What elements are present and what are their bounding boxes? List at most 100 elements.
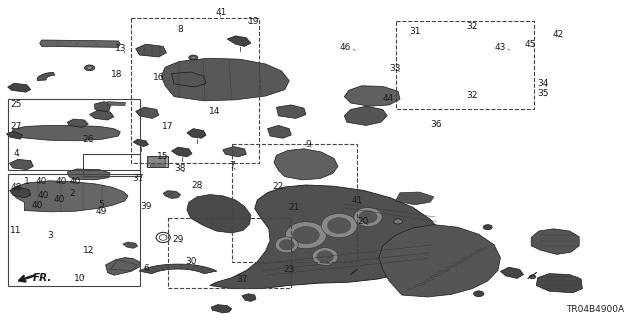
Text: 44: 44 — [382, 94, 394, 103]
Polygon shape — [12, 125, 120, 141]
Text: 8: 8 — [178, 25, 183, 34]
Text: 35: 35 — [537, 89, 548, 98]
Polygon shape — [276, 105, 306, 118]
Text: 46: 46 — [339, 43, 351, 52]
Ellipse shape — [189, 55, 198, 60]
Polygon shape — [133, 139, 148, 147]
Text: FR.: FR. — [33, 273, 52, 283]
Text: 41: 41 — [351, 196, 363, 205]
Text: 15: 15 — [157, 152, 169, 161]
Text: 40: 40 — [70, 177, 81, 186]
Polygon shape — [12, 181, 128, 212]
Text: 45: 45 — [524, 40, 536, 49]
Polygon shape — [67, 119, 88, 127]
Ellipse shape — [297, 160, 315, 170]
Text: 30: 30 — [185, 257, 196, 266]
Text: 12: 12 — [83, 246, 94, 255]
Text: 4: 4 — [13, 149, 19, 158]
Text: 19: 19 — [248, 17, 260, 26]
Text: 41: 41 — [215, 8, 227, 17]
Text: 17: 17 — [162, 122, 173, 131]
Ellipse shape — [285, 222, 326, 249]
Text: 33: 33 — [390, 64, 401, 73]
Text: 11: 11 — [10, 226, 22, 235]
Text: 34: 34 — [537, 79, 548, 88]
Text: 20: 20 — [358, 217, 369, 226]
Polygon shape — [344, 86, 400, 106]
Text: TR04B4900A: TR04B4900A — [566, 305, 624, 314]
Polygon shape — [163, 191, 180, 198]
Polygon shape — [67, 169, 110, 180]
Text: 7: 7 — [229, 161, 234, 170]
Text: 49: 49 — [95, 207, 107, 216]
Text: 1: 1 — [24, 177, 29, 186]
Text: 40: 40 — [55, 177, 67, 186]
Text: 14: 14 — [209, 107, 220, 116]
Ellipse shape — [483, 225, 492, 230]
Text: 37: 37 — [132, 174, 143, 183]
Polygon shape — [90, 110, 114, 120]
Ellipse shape — [529, 275, 536, 279]
Polygon shape — [161, 58, 289, 101]
Polygon shape — [8, 83, 31, 92]
Polygon shape — [531, 229, 579, 254]
Ellipse shape — [87, 66, 92, 69]
Text: 39: 39 — [140, 202, 152, 211]
Ellipse shape — [275, 237, 298, 253]
Ellipse shape — [87, 131, 92, 135]
Ellipse shape — [29, 131, 35, 135]
Polygon shape — [268, 125, 291, 138]
Text: 26: 26 — [83, 135, 94, 144]
Polygon shape — [150, 157, 165, 166]
Ellipse shape — [191, 56, 195, 59]
Text: 29: 29 — [172, 235, 184, 244]
Polygon shape — [500, 267, 524, 278]
Polygon shape — [136, 44, 166, 57]
Text: 40: 40 — [36, 177, 47, 186]
Ellipse shape — [68, 131, 73, 135]
Ellipse shape — [359, 211, 377, 223]
Text: 36: 36 — [431, 120, 442, 129]
Text: 48: 48 — [10, 183, 22, 192]
Text: 40: 40 — [31, 201, 43, 210]
Polygon shape — [136, 107, 159, 118]
Text: 3: 3 — [47, 231, 52, 240]
Text: 5: 5 — [99, 200, 104, 209]
Text: 28: 28 — [191, 181, 203, 190]
Polygon shape — [227, 36, 251, 46]
Polygon shape — [37, 72, 54, 81]
Text: 18: 18 — [111, 70, 123, 79]
Text: 25: 25 — [10, 100, 22, 109]
Polygon shape — [536, 274, 582, 293]
Polygon shape — [40, 40, 120, 47]
Text: 38: 38 — [175, 164, 186, 173]
Text: 10: 10 — [74, 274, 86, 283]
Text: 40: 40 — [53, 196, 65, 204]
Ellipse shape — [49, 131, 54, 135]
Text: 37: 37 — [236, 275, 248, 284]
Ellipse shape — [321, 213, 357, 238]
Text: 6: 6 — [143, 264, 148, 273]
Text: 2: 2 — [69, 189, 74, 198]
Text: 27: 27 — [10, 122, 22, 131]
Text: 42: 42 — [552, 30, 564, 39]
Text: 16: 16 — [153, 73, 164, 82]
Ellipse shape — [292, 227, 319, 244]
Text: 40: 40 — [38, 191, 49, 200]
Text: 21: 21 — [289, 203, 300, 212]
Polygon shape — [223, 147, 246, 157]
Text: 13: 13 — [115, 44, 126, 53]
Ellipse shape — [474, 291, 484, 297]
Polygon shape — [379, 225, 500, 297]
Polygon shape — [147, 156, 168, 167]
Ellipse shape — [312, 248, 338, 266]
Polygon shape — [187, 129, 206, 138]
Polygon shape — [211, 305, 232, 313]
Polygon shape — [106, 258, 141, 275]
Text: 22: 22 — [273, 182, 284, 191]
Polygon shape — [10, 187, 31, 198]
Text: 32: 32 — [467, 22, 478, 31]
Polygon shape — [6, 131, 22, 139]
Text: 32: 32 — [467, 91, 478, 100]
Polygon shape — [172, 72, 206, 87]
